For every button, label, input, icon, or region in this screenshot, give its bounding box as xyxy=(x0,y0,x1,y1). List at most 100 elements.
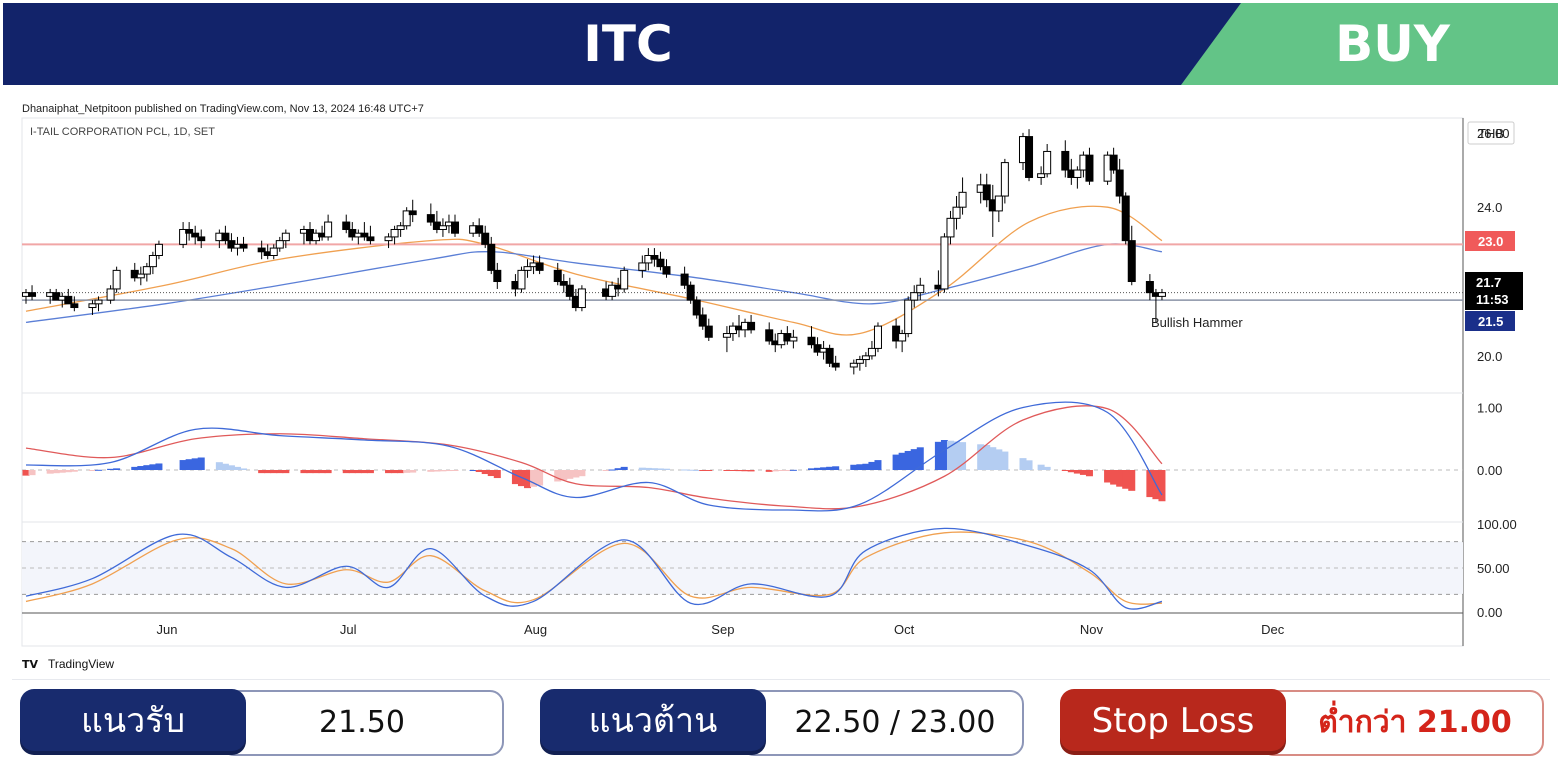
candle xyxy=(535,255,544,275)
candle xyxy=(475,218,484,237)
candle xyxy=(656,251,665,271)
candle xyxy=(342,214,351,234)
candle xyxy=(940,233,949,293)
macd-histogram-bar xyxy=(1104,470,1112,483)
macd-histogram-bar xyxy=(687,469,695,471)
price-tick-label: 20.0 xyxy=(1477,349,1502,364)
candle xyxy=(221,225,230,245)
macd-histogram-bar xyxy=(137,466,145,470)
candle xyxy=(154,240,163,260)
resistance-value: 22.50 / 23.00 xyxy=(794,705,996,740)
macd-histogram-bar xyxy=(814,467,822,470)
macd-histogram-bar xyxy=(850,464,858,470)
candle-body xyxy=(136,273,145,279)
macd-histogram-bar xyxy=(391,470,399,474)
resistance-badge: 23.0 xyxy=(1465,231,1515,251)
macd-histogram-bar xyxy=(1128,470,1136,491)
candle xyxy=(402,207,411,230)
candle xyxy=(831,355,840,371)
candle xyxy=(384,233,393,249)
macd-histogram-bar xyxy=(348,470,356,474)
candle-body xyxy=(765,329,774,342)
candle xyxy=(1061,140,1070,178)
candle-body xyxy=(940,236,949,290)
candle-body xyxy=(426,214,435,223)
candle-body xyxy=(360,232,369,238)
candle xyxy=(1145,274,1154,301)
macd-histogram-bar xyxy=(475,470,483,473)
macd-histogram-bar xyxy=(1079,470,1087,475)
candle-body xyxy=(408,210,417,216)
macd-histogram-bar xyxy=(397,470,405,474)
macd-histogram-bar xyxy=(276,470,284,474)
macd-histogram-bar xyxy=(874,460,882,470)
tradingview-logo[interactable]: TV TradingView xyxy=(22,657,114,671)
macd-histogram-bar xyxy=(572,470,580,478)
candle-body xyxy=(1085,154,1094,182)
candle xyxy=(577,285,586,312)
buy-signal-badge: BUY xyxy=(1181,3,1558,85)
candle xyxy=(698,307,707,330)
candle-body xyxy=(197,236,206,242)
macd-histogram-bar xyxy=(270,470,278,474)
candle-body xyxy=(867,347,876,357)
macd-histogram-bar xyxy=(28,470,36,476)
symbol-caption: I-TAIL CORPORATION PCL, 1D, SET xyxy=(30,126,215,138)
candle-body xyxy=(1043,150,1052,175)
svg-text:TV: TV xyxy=(22,658,39,671)
currency-box[interactable] xyxy=(1467,121,1515,145)
macd-histogram-bar xyxy=(113,468,121,470)
macd-histogram-bar xyxy=(409,470,417,473)
macd-tick-label: 0.00 xyxy=(1477,463,1502,478)
published-caption: Dhanaiphat_Netpitoon published on Tradin… xyxy=(22,103,424,115)
candle-body xyxy=(1037,173,1046,178)
candle xyxy=(257,240,266,260)
time-axis-label: Oct xyxy=(894,622,915,637)
macd-histogram-bar xyxy=(215,462,223,470)
candle xyxy=(390,225,399,245)
macd-histogram-bar xyxy=(820,467,828,470)
candle-body xyxy=(221,232,230,242)
macd-histogram-bar xyxy=(95,469,103,471)
macd-pane: 1.00 0.00 xyxy=(22,401,1502,512)
macd-line xyxy=(25,401,1163,512)
candle xyxy=(179,222,188,249)
support-value: 21.50 xyxy=(319,705,405,740)
macd-histogram-bar xyxy=(1073,470,1081,474)
macd-histogram-bar xyxy=(366,470,374,474)
candle xyxy=(94,296,103,312)
candle xyxy=(952,196,961,230)
candle-body xyxy=(553,269,562,283)
candlesticks xyxy=(22,129,1166,375)
candle xyxy=(142,262,151,282)
macd-histogram-bar xyxy=(493,470,501,479)
macd-histogram-bar xyxy=(953,441,961,470)
support-panel: 21.50 แนวรับ xyxy=(20,689,504,756)
macd-histogram-bar xyxy=(904,450,912,470)
macd-histogram-bar xyxy=(143,465,151,470)
candle-body xyxy=(481,232,490,245)
candle-body xyxy=(873,325,882,349)
tradingview-chart[interactable]: Dhanaiphat_Netpitoon published on Tradin… xyxy=(0,90,1566,680)
macd-histogram-bar xyxy=(530,470,538,487)
macd-histogram-bar xyxy=(46,470,54,474)
macd-histogram-bar xyxy=(602,470,610,471)
candle xyxy=(855,355,864,371)
candle xyxy=(946,210,955,245)
moving-averages xyxy=(25,205,1163,336)
macd-histogram-bar xyxy=(765,470,773,472)
candle xyxy=(269,244,278,260)
macd-histogram-bar xyxy=(777,470,785,471)
candle-body xyxy=(686,284,695,301)
resistance-panel: 22.50 / 23.00 แนวต้าน xyxy=(540,689,1024,756)
tradingview-logo-text: TradingView xyxy=(48,657,114,671)
time-axis-label: Sep xyxy=(711,622,734,637)
candle xyxy=(553,262,562,286)
macd-histogram-bar xyxy=(566,470,574,479)
candle-body xyxy=(517,269,526,290)
candle xyxy=(958,177,967,215)
candle xyxy=(396,222,405,237)
macd-histogram-bar xyxy=(995,449,1003,470)
candle xyxy=(106,285,115,304)
candle-body xyxy=(179,228,188,245)
